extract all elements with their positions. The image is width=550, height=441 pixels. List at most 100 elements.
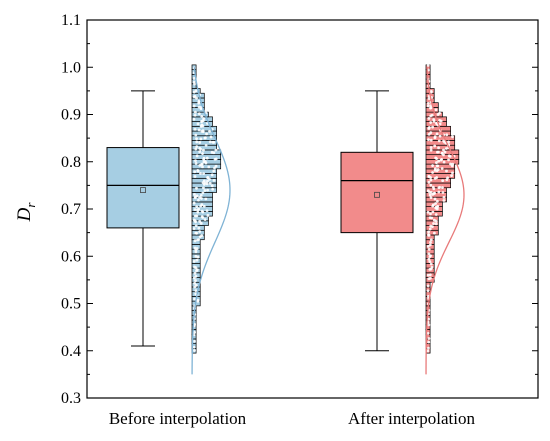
data-point [437, 139, 441, 143]
data-point [207, 165, 211, 169]
data-point [429, 138, 433, 142]
series-group [340, 63, 465, 375]
data-point [195, 154, 199, 158]
data-point [441, 186, 444, 189]
data-point [428, 193, 432, 197]
data-point [429, 212, 432, 216]
data-point [194, 274, 198, 278]
data-point [437, 150, 440, 154]
data-point [427, 248, 431, 251]
data-point [210, 173, 214, 177]
data-point [431, 164, 434, 167]
data-point [427, 126, 431, 129]
y-tick-label: 0.8 [61, 154, 81, 171]
data-point [435, 132, 439, 136]
data-point [200, 162, 204, 166]
data-point [431, 171, 434, 174]
data-point [446, 176, 449, 180]
data-point [211, 187, 215, 191]
data-point [193, 239, 197, 243]
y-tick-label: 0.7 [61, 201, 81, 218]
data-point [428, 276, 432, 280]
data-point [195, 145, 199, 148]
data-point [206, 188, 210, 192]
data-point [212, 178, 216, 182]
data-point [427, 138, 430, 142]
data-point [440, 157, 444, 161]
data-point [195, 268, 199, 272]
data-point [195, 186, 198, 190]
data-point [427, 230, 431, 234]
data-point [440, 152, 444, 155]
data-point [433, 191, 436, 195]
data-point [194, 161, 198, 165]
data-point [440, 167, 444, 170]
data-point [427, 252, 431, 256]
data-point [197, 238, 201, 241]
data-point [203, 218, 207, 221]
data-point [203, 136, 207, 140]
data-point [205, 182, 209, 186]
y-tick-label: 0.9 [61, 107, 81, 124]
data-point [199, 107, 203, 110]
mean-marker [374, 191, 380, 198]
data-point [198, 141, 202, 144]
x-axis: Before interpolation After interpolation [109, 409, 476, 428]
data-point [196, 255, 200, 259]
data-point [202, 179, 206, 183]
data-point [427, 180, 431, 184]
series-group [106, 64, 231, 375]
data-point [429, 121, 433, 124]
data-point [451, 162, 455, 166]
data-point [212, 151, 216, 155]
data-point [426, 284, 430, 288]
data-point [196, 122, 200, 126]
data-point [194, 289, 198, 292]
data-point [432, 218, 436, 222]
data-point [208, 140, 212, 144]
data-point [429, 178, 433, 182]
data-point [427, 317, 430, 321]
data-point [429, 196, 433, 199]
data-point [194, 279, 197, 282]
data-point [203, 160, 207, 163]
data-point [195, 205, 199, 209]
data-point [195, 137, 198, 141]
data-point [451, 135, 454, 139]
data-point [200, 209, 204, 213]
data-point [194, 284, 198, 287]
data-point [193, 214, 197, 218]
data-point [198, 150, 202, 154]
data-point [213, 166, 216, 170]
data-point [199, 194, 203, 197]
density-curve [191, 67, 231, 375]
data-point [193, 175, 197, 178]
data-point [197, 112, 201, 116]
x-category-label: After interpolation [348, 409, 475, 428]
data-point [194, 250, 198, 254]
histogram-bar [425, 168, 456, 174]
data-point [437, 186, 441, 190]
data-point [442, 195, 446, 199]
data-point [429, 131, 433, 134]
data-point [433, 197, 437, 201]
data-point [427, 346, 430, 350]
data-point [196, 208, 200, 212]
data-point [198, 235, 202, 239]
data-point [194, 254, 198, 258]
y-tick-label: 0.5 [61, 296, 81, 313]
data-point [430, 113, 434, 117]
data-point [429, 190, 433, 194]
data-point [192, 117, 196, 121]
density-curve [425, 67, 465, 375]
data-point [196, 169, 200, 172]
data-point [193, 127, 197, 131]
data-point [193, 349, 196, 352]
data-point [438, 134, 442, 138]
data-point [434, 213, 438, 216]
data-point [202, 186, 205, 190]
data-point [445, 169, 448, 173]
data-point [442, 199, 446, 202]
data-point [199, 147, 203, 151]
